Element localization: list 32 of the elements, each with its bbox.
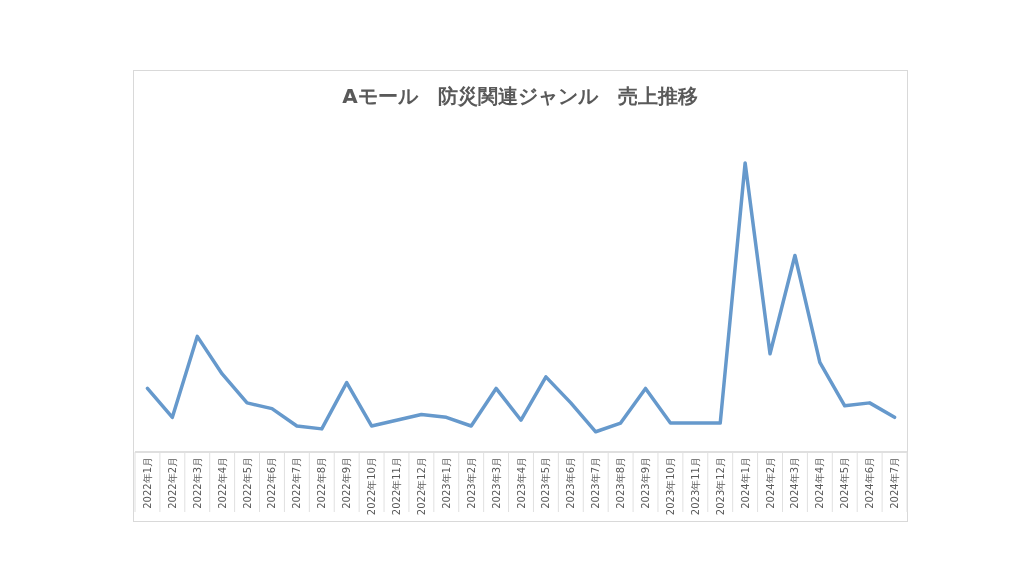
x-tick-label: 2024年4月 xyxy=(814,457,826,509)
x-tick-label: 2023年4月 xyxy=(515,457,527,509)
x-tick-label: 2023年1月 xyxy=(440,457,452,509)
chart-title: Aモール 防災関連ジャンル 売上推移 xyxy=(342,84,698,108)
x-tick-label: 2023年9月 xyxy=(640,457,652,509)
x-tick-label: 2023年10月 xyxy=(664,457,676,516)
x-tick-label: 2023年2月 xyxy=(465,457,477,509)
x-tick-label: 2024年7月 xyxy=(889,457,901,509)
x-tick-label: 2022年2月 xyxy=(166,457,178,509)
x-tick-label: 2024年1月 xyxy=(739,457,751,509)
x-tick-label: 2023年7月 xyxy=(590,457,602,509)
x-tick-label: 2024年6月 xyxy=(864,457,876,509)
x-tick-label: 2022年9月 xyxy=(341,457,353,509)
x-tick-label: 2022年3月 xyxy=(191,457,203,509)
x-tick-label: 2022年10月 xyxy=(366,457,378,516)
x-tick-label: 2024年2月 xyxy=(764,457,776,509)
x-tick-label: 2023年11月 xyxy=(689,457,701,516)
x-tick-label: 2022年5月 xyxy=(241,457,253,509)
x-tick-label: 2023年3月 xyxy=(490,457,502,509)
x-tick-label: 2022年12月 xyxy=(415,457,427,516)
x-tick-label: 2022年11月 xyxy=(390,457,402,516)
x-tick-label: 2022年4月 xyxy=(216,457,228,509)
x-tick-label: 2022年1月 xyxy=(141,457,153,509)
x-tick-label: 2024年5月 xyxy=(839,457,851,509)
x-tick-label: 2024年3月 xyxy=(789,457,801,509)
x-tick-label: 2023年12月 xyxy=(714,457,726,516)
x-tick-label: 2023年5月 xyxy=(540,457,552,509)
x-tick-label: 2022年7月 xyxy=(291,457,303,509)
x-tick-label: 2022年6月 xyxy=(266,457,278,509)
x-tick-label: 2022年8月 xyxy=(316,457,328,509)
x-tick-label: 2023年8月 xyxy=(615,457,627,509)
x-tick-label: 2023年6月 xyxy=(565,457,577,509)
